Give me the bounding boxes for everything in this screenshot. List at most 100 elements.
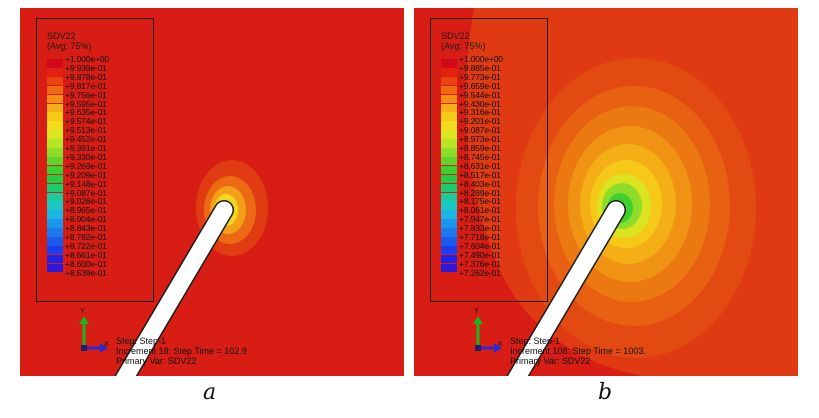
legend-value: +9.330e-01 <box>65 151 107 162</box>
legend-swatch <box>441 112 457 121</box>
legend-swatch <box>47 237 63 246</box>
legend-swatch <box>47 228 63 237</box>
legend-swatch <box>441 237 457 246</box>
legend-swatch <box>47 201 63 210</box>
legend-swatch <box>47 67 63 77</box>
legend-value: +7.947e-01 <box>459 214 501 225</box>
axis-x-label: X <box>104 341 109 348</box>
legend-value: +9.595e-01 <box>65 98 107 109</box>
legend-value: +8.631e-01 <box>459 160 501 171</box>
legend-swatch <box>441 59 457 68</box>
legend-value: +9.316e-01 <box>459 107 501 118</box>
legend-value: +7.490e-01 <box>459 249 501 260</box>
legend-value: +8.859e-01 <box>459 143 501 153</box>
legend-value: +8.517e-01 <box>459 169 501 180</box>
legend-value: +8.745e-01 <box>459 151 501 162</box>
contour-field-a <box>20 8 404 376</box>
legend-value: +9.452e-01 <box>65 134 107 145</box>
contour-panel-a: SDV22 (Avg: 75%) +1.000e+00 +9.939e-01 +9.… <box>20 8 404 376</box>
legend-value: +9.817e-01 <box>65 80 107 91</box>
primary-var-label: Primary Var: SDV22 <box>510 356 591 366</box>
legend-swatch <box>441 94 457 104</box>
legend-swatch <box>47 254 63 264</box>
axis-triad: Y X <box>470 308 510 358</box>
legend-value: +8.175e-01 <box>459 196 501 207</box>
legend-value: +8.539e-01 <box>65 267 107 278</box>
legend-value: +9.773e-01 <box>459 71 501 82</box>
legend-value: +8.965e-01 <box>65 205 107 216</box>
legend-swatch <box>441 121 457 130</box>
legend-subtitle: (Avg: 75%) <box>47 41 92 51</box>
legend-value: +9.635e-01 <box>65 107 107 118</box>
legend-value: +8.289e-01 <box>459 187 501 198</box>
caption-b: b <box>598 380 613 405</box>
axis-y-label: Y <box>80 308 85 315</box>
legend-value: +8.600e-01 <box>65 258 107 269</box>
legend-value: +9.148e-01 <box>65 178 107 189</box>
legend-value: +7.718e-01 <box>459 232 501 242</box>
legend-swatch <box>441 263 457 273</box>
legend-swatch <box>47 192 63 201</box>
legend-value: +9.878e-01 <box>65 71 107 82</box>
legend-swatch <box>47 94 63 104</box>
legend-swatch <box>47 263 63 273</box>
contour-panel-b: SDV22 (Avg: 75%) +1.000e+00 +9.885e-01 +9.… <box>414 8 798 376</box>
legend-swatch <box>47 130 63 139</box>
legend-value: +8.904e-01 <box>65 214 107 225</box>
legend-swatch <box>441 254 457 264</box>
primary-var-label: Primary Var: SDV22 <box>116 356 197 366</box>
legend-swatch <box>441 139 457 148</box>
legend-value: +9.269e-01 <box>65 160 107 171</box>
legend-value: +9.087e-01 <box>65 187 107 198</box>
legend-swatch <box>441 174 457 184</box>
legend-swatch <box>47 183 63 193</box>
legend-swatch <box>441 210 457 219</box>
probe-shaft <box>114 200 234 376</box>
legend-swatch <box>47 148 63 157</box>
step-label: Step: Step-1 <box>510 336 561 346</box>
legend-value: +7.262e-01 <box>459 267 501 278</box>
legend-swatch <box>441 192 457 201</box>
legend-value: +7.604e-01 <box>459 240 501 251</box>
legend-swatch <box>441 165 457 175</box>
legend-swatch <box>441 156 457 166</box>
legend-swatch <box>441 245 457 255</box>
legend-subtitle: (Avg: 75%) <box>441 41 486 51</box>
legend-swatch <box>441 228 457 237</box>
caption-a: a <box>203 380 217 405</box>
legend-value: +9.574e-01 <box>65 116 107 127</box>
legend-swatch <box>441 183 457 193</box>
legend-swatch <box>441 67 457 77</box>
legend-value: +8.843e-01 <box>65 223 107 234</box>
legend-swatch <box>441 201 457 210</box>
legend-swatch <box>47 103 63 112</box>
legend-swatch <box>47 165 63 175</box>
legend-value: +9.087e-01 <box>459 125 501 136</box>
contour-field-b <box>414 8 798 376</box>
legend-swatch <box>47 156 63 166</box>
legend-swatch <box>47 112 63 121</box>
legend-value: +9.939e-01 <box>65 62 107 73</box>
legend-panel-a: SDV22 (Avg: 75%) +1.000e+00 +9.939e-01 +9.… <box>36 18 154 302</box>
legend-swatch <box>47 85 63 95</box>
legend-swatch <box>47 219 63 228</box>
step-label: Step: Step-1 <box>116 336 167 346</box>
legend-value: +8.973e-01 <box>459 134 501 145</box>
increment-label: Increment 108: Step Time = 1003. <box>510 346 646 356</box>
legend-value: +7.833e-01 <box>459 223 501 234</box>
legend-value: +9.513e-01 <box>65 125 107 136</box>
legend-value: +9.026e-01 <box>65 196 107 207</box>
legend-swatch <box>441 85 457 95</box>
axis-x-label: X <box>498 341 503 348</box>
legend-value: +1.000e+00 <box>65 54 109 64</box>
legend-value: +9.201e-01 <box>459 116 501 127</box>
legend-value: +9.885e-01 <box>459 62 501 73</box>
legend-swatch <box>441 130 457 139</box>
legend-title: SDV22 <box>441 31 470 41</box>
legend-swatch <box>47 174 63 184</box>
legend-value: +1.000e+00 <box>459 54 503 64</box>
legend-value: +8.661e-01 <box>65 249 107 260</box>
axis-triad: Y X <box>76 308 116 358</box>
legend-swatch <box>47 76 63 86</box>
legend-swatch <box>47 59 63 68</box>
